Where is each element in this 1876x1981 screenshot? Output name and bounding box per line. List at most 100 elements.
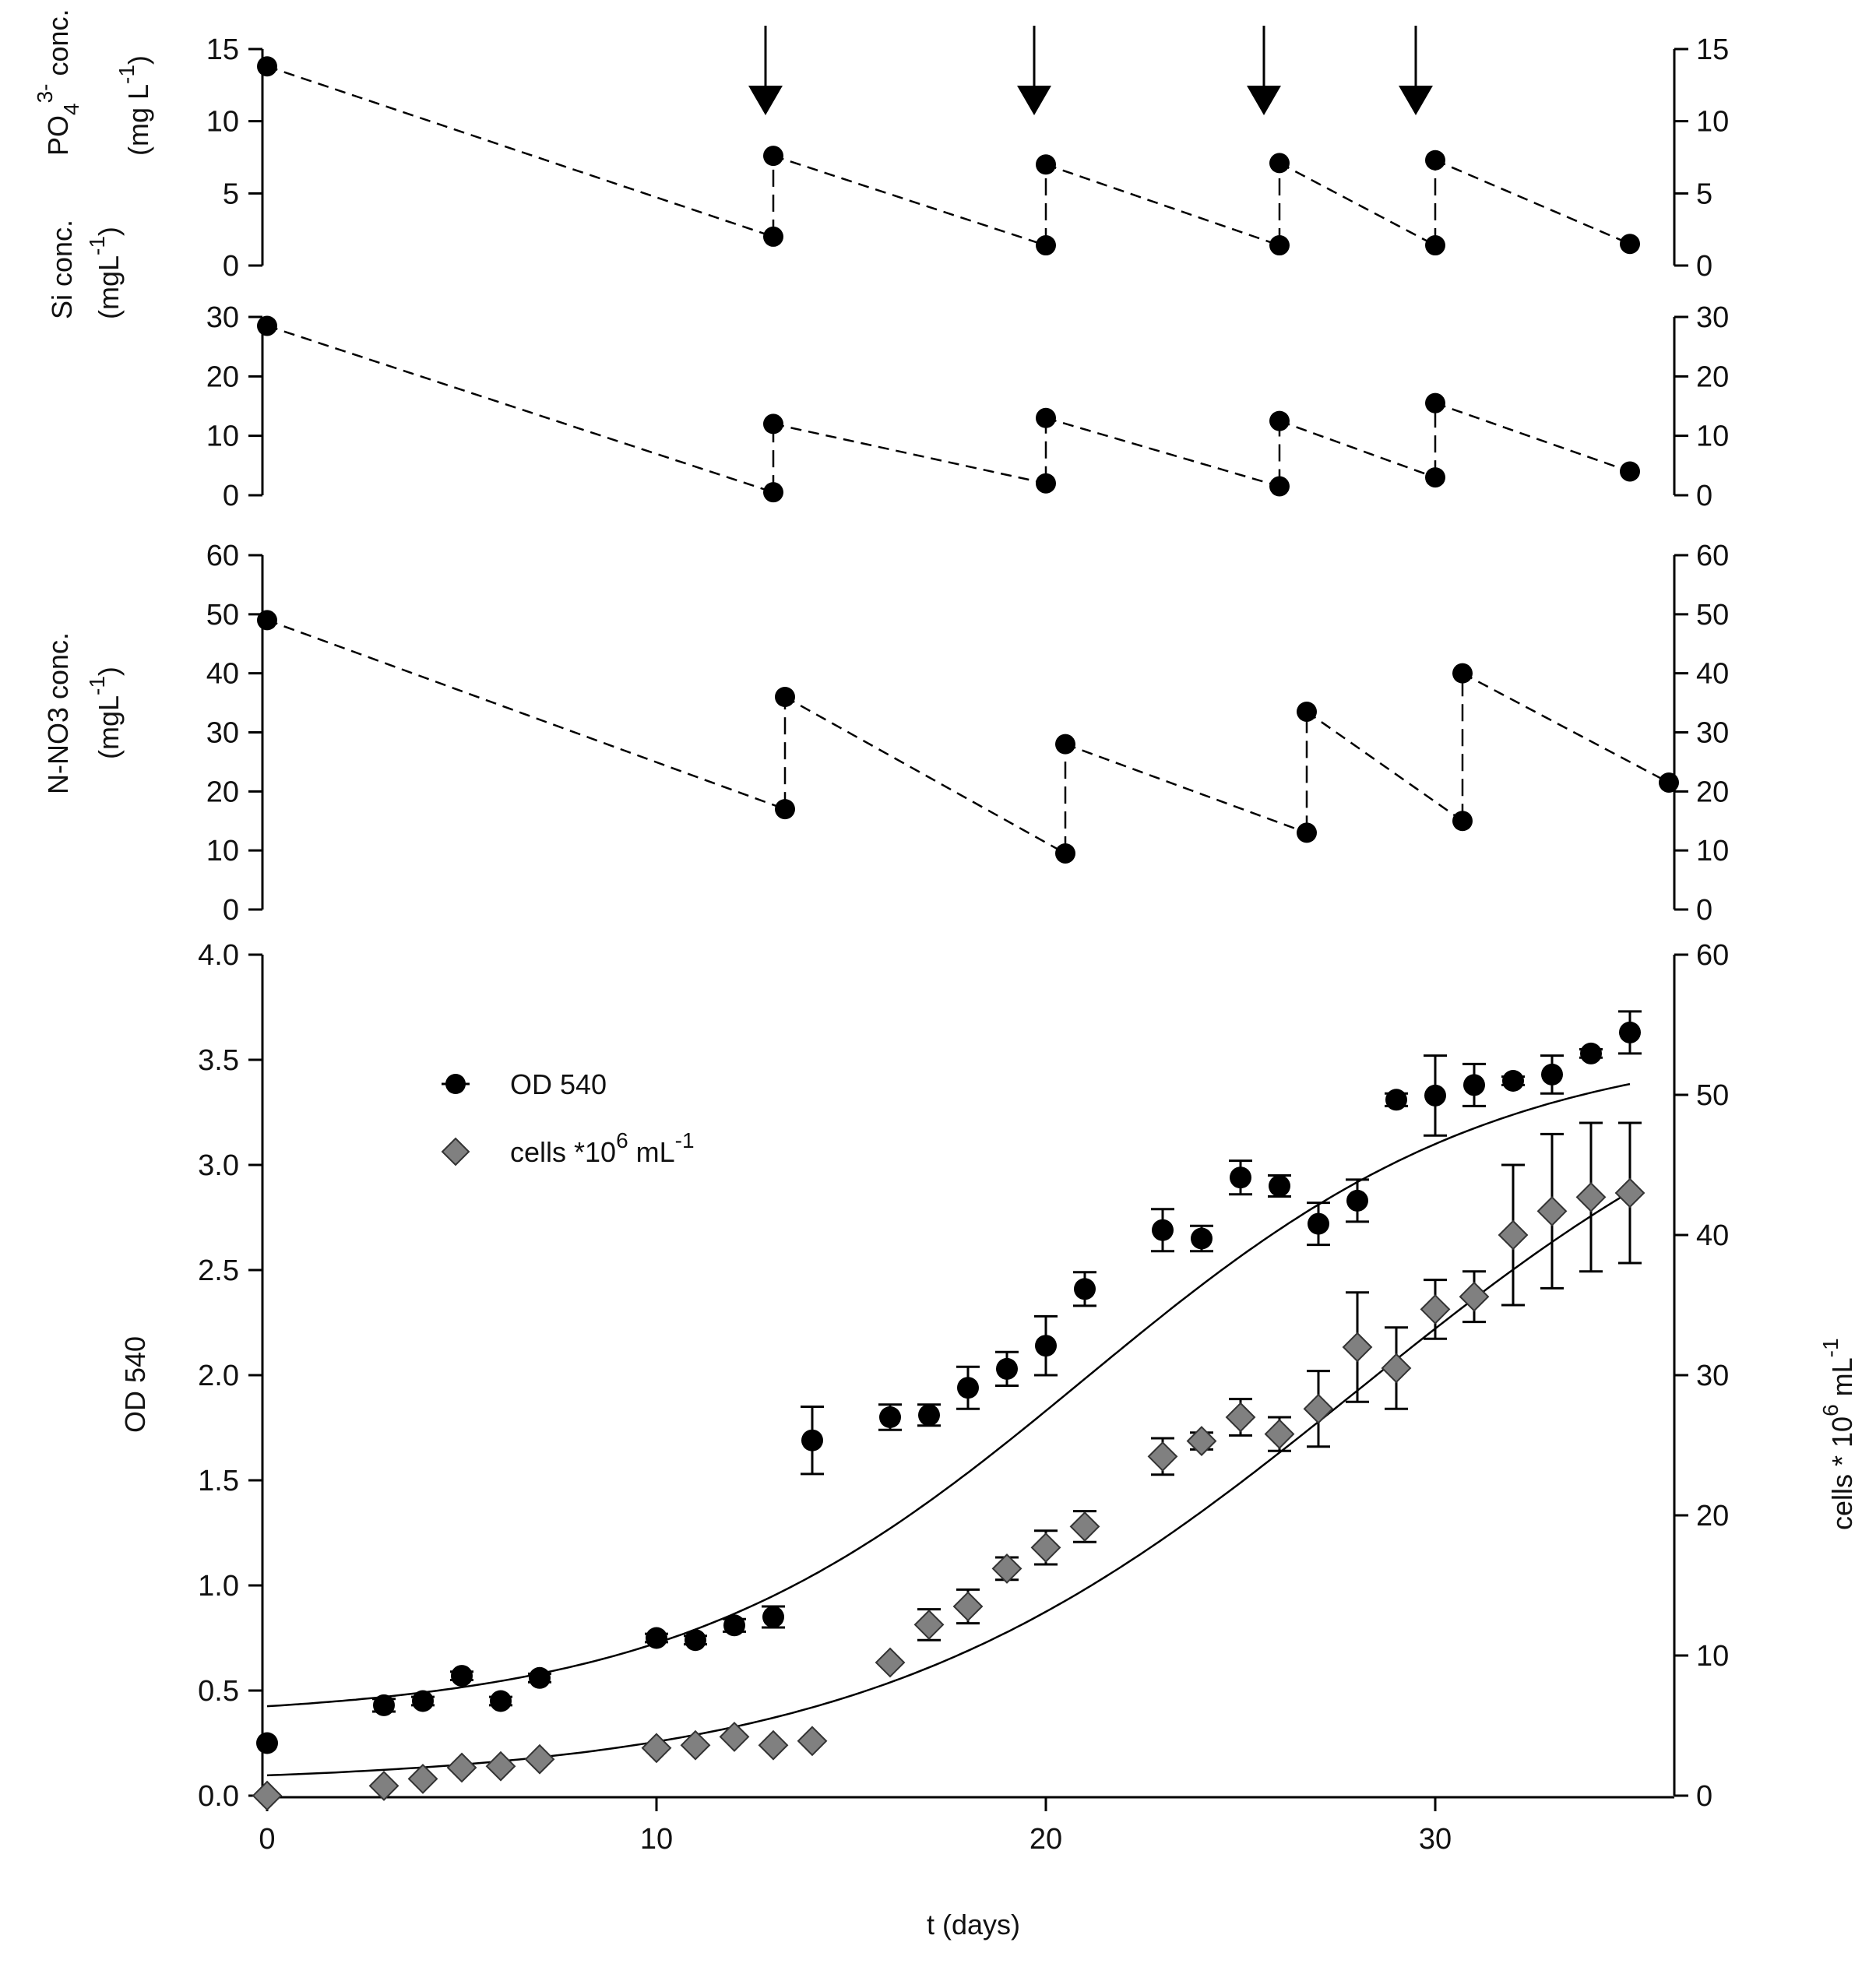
od540-point: [1035, 1335, 1057, 1357]
cells-ylabel: cells * 106 mL-1: [1818, 1338, 1858, 1530]
nitrate-left-tick-label: 50: [206, 599, 239, 632]
silicon-left-tick-label: 0: [223, 480, 239, 512]
od540-fit-curve: [266, 1082, 1631, 1708]
od-left-tick-label: 0.0: [198, 1780, 239, 1813]
od-left-tick-label: 2.5: [198, 1254, 239, 1287]
od540-point: [1463, 1074, 1485, 1096]
phosphate-point: [1425, 235, 1445, 256]
cells-point: [1303, 1393, 1334, 1424]
cells-point: [1186, 1426, 1217, 1457]
cells-right-tick-label: 30: [1696, 1360, 1729, 1392]
cells-point: [446, 1752, 477, 1783]
nitrate-right-tick-label: 20: [1696, 776, 1729, 808]
nitrate-connector: [266, 619, 786, 811]
cells-point: [485, 1751, 516, 1782]
nitrate-right-tick-label: 50: [1696, 599, 1729, 632]
od540-point: [1230, 1166, 1251, 1189]
silicon-right-tick-label: 0: [1696, 480, 1712, 512]
silicon-point: [1425, 392, 1445, 413]
plot-layer: 0 5 10 15 0 5 10 15 0 10 20 30 0 10 20 30 0 10 20 30 40 50 60 0…: [198, 26, 1729, 1856]
od540-point: [957, 1377, 979, 1399]
od540-point: [723, 1614, 745, 1637]
cells-point: [797, 1726, 828, 1757]
od-left-tick-label: 4.0: [198, 939, 239, 972]
od540-point: [1502, 1070, 1524, 1092]
x-tick-label: 20: [1030, 1823, 1062, 1856]
od540-point: [1346, 1189, 1368, 1212]
nitrate-connector: [1306, 710, 1463, 822]
nitrate-connector: [1462, 672, 1670, 784]
silicon-right-tick-label: 30: [1696, 301, 1729, 334]
svg-text:Si conc.: Si conc.: [46, 220, 78, 319]
od540-point: [801, 1429, 823, 1451]
nno3-ylabel: N-NO3 conc. (mgL-1): [42, 632, 125, 794]
phosphate-point: [763, 226, 783, 247]
od540-point: [373, 1694, 395, 1716]
phosphate-right-tick-label: 10: [1696, 106, 1729, 139]
od540-point: [1308, 1212, 1329, 1235]
svg-text:(mg L-1): (mg L-1): [114, 55, 154, 156]
cells-point: [1614, 1177, 1645, 1209]
cells-point: [641, 1733, 672, 1764]
silicon-connector: [1045, 417, 1280, 487]
nitrate-point: [1452, 811, 1473, 832]
phosphate-point: [1269, 235, 1290, 256]
od540-point: [646, 1627, 667, 1649]
cells-point: [407, 1763, 438, 1794]
svg-text:PO43- conc.: PO43- conc.: [33, 9, 83, 156]
nitrate-point: [1055, 843, 1075, 864]
cells-right-tick-label: 0: [1696, 1780, 1712, 1813]
silicon-left-tick-label: 30: [206, 301, 239, 334]
silicon-connector: [773, 423, 1047, 484]
od540-point: [529, 1666, 551, 1689]
od540-point: [1424, 1084, 1446, 1107]
od540-point: [918, 1404, 940, 1427]
od540-point: [685, 1629, 706, 1652]
po4-ylabel: PO43- conc. (mg L-1): [33, 9, 154, 156]
silicon-point: [1620, 461, 1640, 482]
cells-point: [1147, 1441, 1178, 1472]
nitrate-right-tick-label: 30: [1696, 717, 1729, 750]
nitrate-connector: [1065, 743, 1308, 834]
phosphate-connector: [773, 154, 1047, 247]
addition-arrow-head: [1399, 86, 1433, 115]
x-axis-label: t (days): [927, 1909, 1020, 1941]
cells-point: [1420, 1293, 1451, 1325]
phosphate-right-tick-label: 0: [1696, 250, 1712, 283]
od540-point: [879, 1406, 901, 1428]
silicon-point: [1425, 467, 1445, 488]
od540-point: [1541, 1063, 1563, 1086]
cells-right-tick-label: 10: [1696, 1640, 1729, 1673]
cells-point: [524, 1743, 555, 1775]
cells-point: [1264, 1419, 1295, 1450]
nitrate-point: [1055, 734, 1075, 755]
od540-point: [256, 1732, 278, 1754]
od540-point: [1152, 1219, 1174, 1241]
x-tick-label: 30: [1419, 1823, 1452, 1856]
od540-point: [451, 1665, 473, 1687]
od-left-tick-label: 1.5: [198, 1465, 239, 1497]
phosphate-connector: [1279, 162, 1436, 247]
x-tick-label: 0: [259, 1823, 275, 1856]
cells-right-tick-label: 20: [1696, 1500, 1729, 1532]
od540-ylabel: OD 540: [119, 1336, 151, 1433]
cells-point: [1225, 1402, 1256, 1433]
cells-point: [991, 1553, 1022, 1584]
nitrate-left-tick-label: 10: [206, 835, 239, 867]
phosphate-right-tick-label: 15: [1696, 33, 1729, 66]
phosphate-left-tick-label: 15: [206, 33, 239, 66]
nitrate-left-tick-label: 0: [223, 894, 239, 927]
cells-point: [1498, 1219, 1529, 1251]
nitrate-point: [1297, 701, 1317, 722]
phosphate-point: [257, 56, 277, 77]
cells-point: [1381, 1353, 1412, 1384]
phosphate-left-tick-label: 10: [206, 106, 239, 139]
phosphate-right-tick-label: 5: [1696, 178, 1712, 210]
nitrate-point: [1452, 663, 1473, 684]
phosphate-left-tick-label: 0: [223, 250, 239, 283]
od540-point: [1619, 1021, 1641, 1043]
cells-point: [1459, 1281, 1490, 1312]
cells-point: [719, 1721, 750, 1752]
phosphate-point: [1620, 234, 1640, 255]
